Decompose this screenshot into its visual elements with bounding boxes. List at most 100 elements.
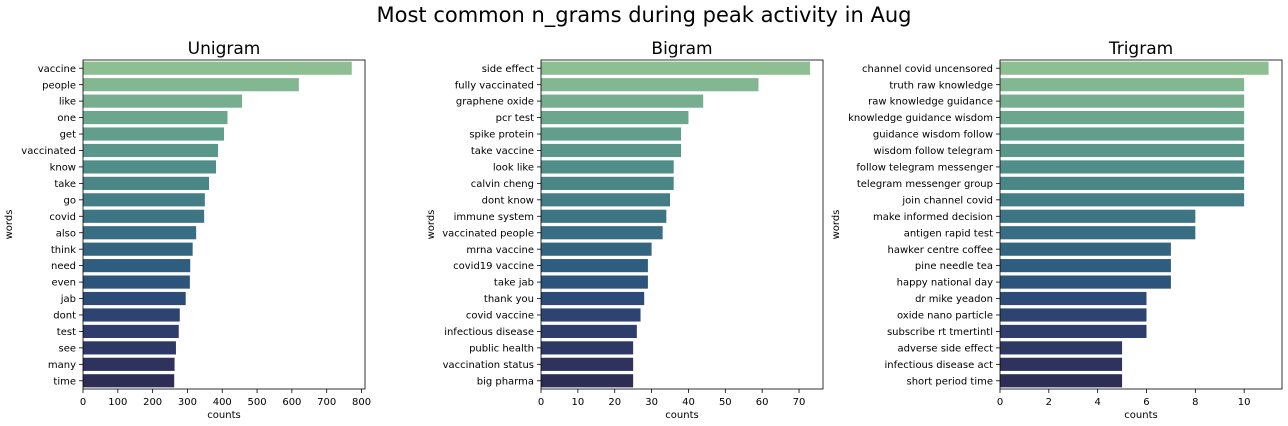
bar xyxy=(541,357,634,371)
bar xyxy=(541,127,682,141)
bar xyxy=(541,160,674,174)
bar xyxy=(1000,176,1245,190)
y-tick-label: make informed decision xyxy=(873,212,993,223)
bar xyxy=(83,61,352,75)
bar xyxy=(541,78,759,92)
bar xyxy=(83,209,205,223)
bar xyxy=(541,308,641,322)
bar xyxy=(541,193,671,207)
y-tick-label: take jab xyxy=(494,278,534,289)
bar xyxy=(541,242,652,256)
bar xyxy=(83,324,179,339)
subplot-title: Trigram xyxy=(1108,39,1173,59)
y-tick-label: follow telegram messenger xyxy=(856,163,993,174)
y-tick-label: see xyxy=(58,343,76,354)
bar xyxy=(83,160,216,174)
x-axis-label: counts xyxy=(665,410,698,421)
bar xyxy=(541,374,634,388)
x-tick-label: 60 xyxy=(756,397,769,408)
bar xyxy=(541,209,667,223)
y-tick-label: side effect xyxy=(482,64,534,75)
x-tick-label: 2 xyxy=(1046,397,1052,408)
y-tick-label: join channel covid xyxy=(901,195,993,206)
bar xyxy=(1000,226,1196,240)
y-tick-label: calvin cheng xyxy=(471,179,534,190)
bar xyxy=(83,78,299,92)
y-tick-label: graphene oxide xyxy=(456,97,534,108)
bar xyxy=(1000,209,1196,223)
y-tick-label: vaccination status xyxy=(443,360,534,371)
x-axis-label: counts xyxy=(207,410,240,421)
y-tick-label: jab xyxy=(60,294,76,305)
bar xyxy=(1000,374,1123,388)
y-tick-label: many xyxy=(48,360,76,371)
bar xyxy=(83,127,224,141)
bar xyxy=(1000,275,1171,289)
bar xyxy=(83,259,191,273)
bar xyxy=(83,374,175,388)
x-tick-label: 8 xyxy=(1192,397,1198,408)
bar xyxy=(1000,291,1147,306)
y-tick-label: take xyxy=(54,179,76,190)
bar xyxy=(541,61,811,75)
y-tick-label: even xyxy=(51,278,76,289)
y-tick-label: people xyxy=(42,80,76,91)
y-tick-label: subscribe rt tmertintl xyxy=(887,327,993,338)
y-tick-label: know xyxy=(50,163,76,174)
bar xyxy=(83,94,243,108)
bar xyxy=(1000,110,1245,125)
y-tick-label: vaccinated xyxy=(21,146,76,157)
bar xyxy=(1000,193,1245,207)
y-tick-label: pcr test xyxy=(496,113,534,124)
y-tick-label: big pharma xyxy=(477,376,534,387)
bar xyxy=(1000,78,1245,92)
bar xyxy=(1000,143,1245,158)
x-tick-label: 10 xyxy=(1238,397,1251,408)
x-tick-label: 600 xyxy=(282,397,301,408)
y-tick-label: get xyxy=(60,130,77,141)
y-tick-label: wisdom follow telegram xyxy=(873,146,993,157)
y-tick-label: vaccinated people xyxy=(442,228,534,239)
y-tick-label: channel covid uncensored xyxy=(862,64,993,75)
x-tick-label: 0 xyxy=(538,397,544,408)
y-tick-label: take vaccine xyxy=(471,146,534,157)
bar xyxy=(541,259,648,273)
y-tick-label: like xyxy=(59,97,76,108)
bar xyxy=(541,341,634,355)
bar xyxy=(541,94,704,108)
y-tick-label: adverse side effect xyxy=(898,343,994,354)
bar xyxy=(541,110,689,125)
bar xyxy=(83,226,197,240)
x-tick-label: 50 xyxy=(719,397,732,408)
x-tick-label: 0 xyxy=(997,397,1003,408)
bar xyxy=(541,143,682,158)
y-axis-label: words xyxy=(4,210,15,240)
x-tick-label: 400 xyxy=(213,397,232,408)
plot-frame xyxy=(999,59,1283,390)
y-tick-label: pine needle tea xyxy=(915,261,993,272)
y-tick-label: happy national day xyxy=(897,278,993,289)
y-tick-label: truth raw knowledge xyxy=(889,80,993,91)
x-tick-label: 20 xyxy=(608,397,621,408)
bar xyxy=(1000,242,1171,256)
y-tick-label: infectious disease xyxy=(444,327,534,338)
bar xyxy=(83,242,193,256)
bar xyxy=(541,226,663,240)
bar xyxy=(83,110,228,125)
y-tick-label: oxide nano particle xyxy=(897,311,993,322)
y-tick-label: covid xyxy=(49,212,76,223)
x-tick-label: 6 xyxy=(1143,397,1149,408)
y-tick-label: public health xyxy=(469,343,534,354)
y-tick-label: immune system xyxy=(454,212,534,223)
bar xyxy=(541,291,645,306)
y-axis-label: words xyxy=(831,210,842,240)
plot-frame xyxy=(82,59,366,390)
y-tick-label: fully vaccinated xyxy=(455,80,534,91)
y-tick-label: dont know xyxy=(482,195,534,206)
x-tick-label: 70 xyxy=(793,397,806,408)
x-tick-label: 500 xyxy=(248,397,267,408)
bar xyxy=(541,324,637,339)
bar xyxy=(83,193,205,207)
y-tick-label: knowledge guidance wisdom xyxy=(848,113,993,124)
